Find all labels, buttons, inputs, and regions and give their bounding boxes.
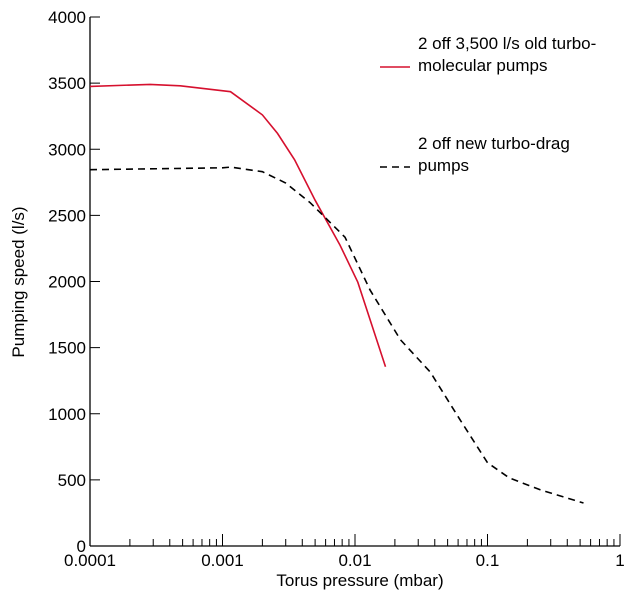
y-tick-label: 0 xyxy=(77,537,86,556)
x-tick-label: 0.001 xyxy=(201,551,244,570)
series-line xyxy=(89,166,584,504)
y-tick-label: 1000 xyxy=(48,405,86,424)
y-tick-label: 2500 xyxy=(48,206,86,225)
x-tick-label: 0.01 xyxy=(338,551,371,570)
y-tick-label: 1500 xyxy=(48,339,86,358)
x-tick-label: 1 xyxy=(615,551,624,570)
y-tick-label: 2000 xyxy=(48,273,86,292)
x-tick-label: 0.0001 xyxy=(64,551,116,570)
x-tick-label: 0.1 xyxy=(476,551,500,570)
y-tick-label: 3500 xyxy=(48,74,86,93)
y-tick-label: 500 xyxy=(58,471,86,490)
series-line xyxy=(89,83,387,368)
legend-label: 2 off new turbo-drag pumps xyxy=(418,134,570,175)
x-axis-label: Torus pressure (mbar) xyxy=(276,571,443,590)
y-tick-label: 3000 xyxy=(48,140,86,159)
y-tick-label: 4000 xyxy=(48,8,86,27)
legend-label: 2 off 3,500 l/s old turbo-molecular pump… xyxy=(418,34,597,75)
y-axis-label: Pumping speed (l/s) xyxy=(9,206,28,357)
